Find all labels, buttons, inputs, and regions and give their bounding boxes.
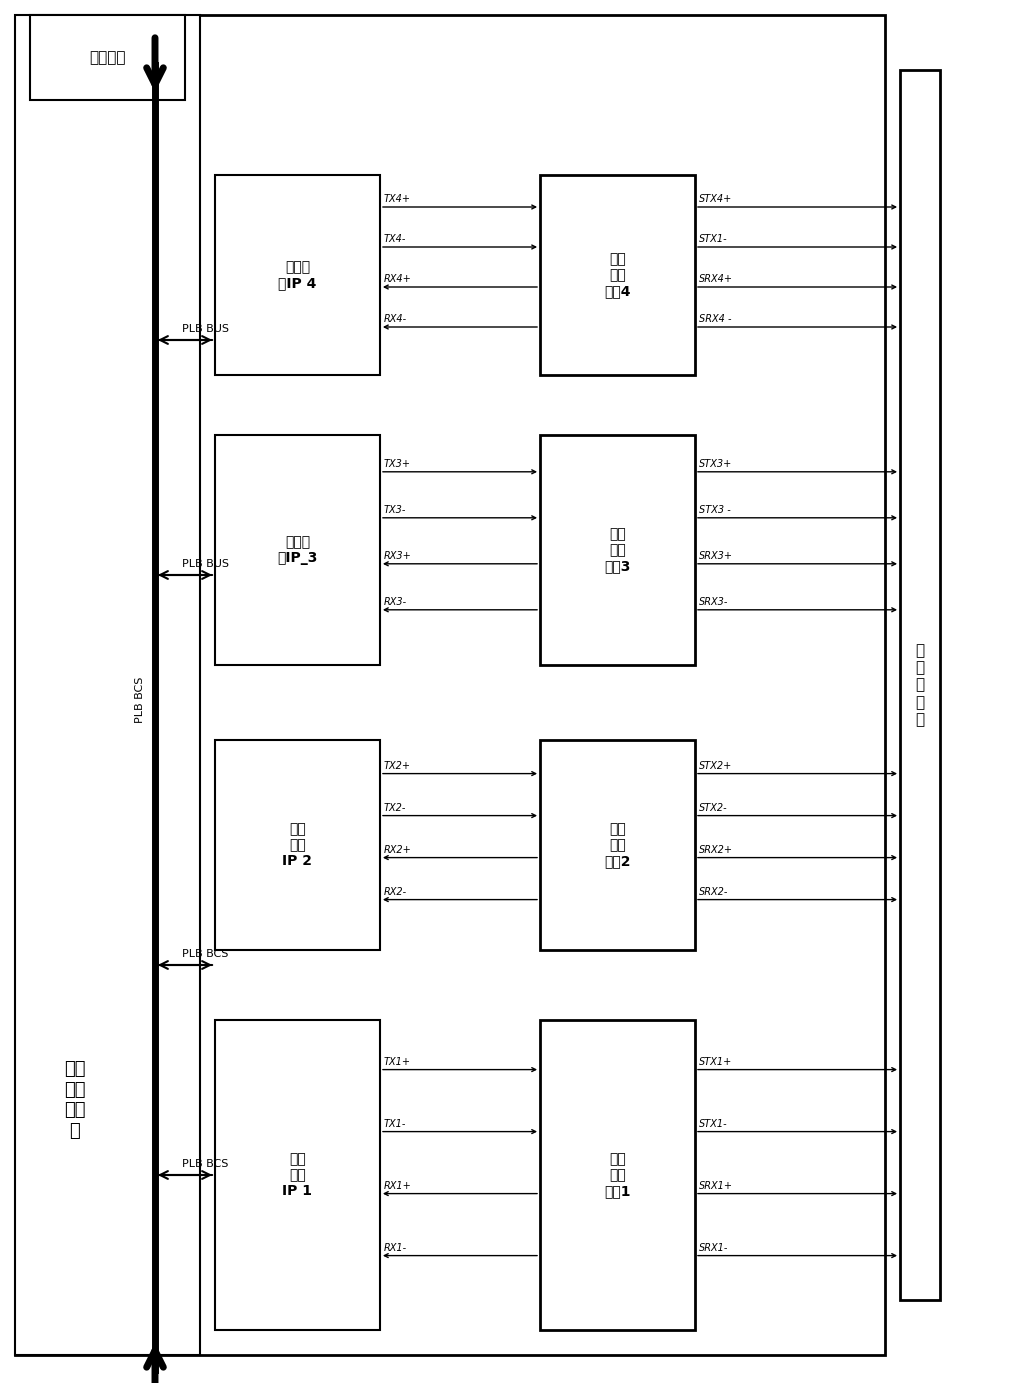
Text: TX4-: TX4- xyxy=(384,234,406,243)
Text: 对
外
连
接
器: 对 外 连 接 器 xyxy=(915,643,924,727)
Text: 总线
驱动
模块2: 总线 驱动 模块2 xyxy=(604,822,631,869)
Text: TX3-: TX3- xyxy=(384,505,406,514)
Bar xyxy=(540,176,695,375)
Text: STX2-: STX2- xyxy=(699,802,728,813)
Text: 总线
控制
IP 2: 总线 控制 IP 2 xyxy=(282,822,312,869)
Text: RX4+: RX4+ xyxy=(384,274,412,284)
Text: TX2+: TX2+ xyxy=(384,761,410,770)
Text: SRX2-: SRX2- xyxy=(699,887,728,896)
Text: STX1-: STX1- xyxy=(699,234,728,243)
Text: 总线
驱动
模块3: 总线 驱动 模块3 xyxy=(604,527,631,573)
Text: STX1-: STX1- xyxy=(699,1119,728,1129)
Text: PLB BCS: PLB BCS xyxy=(182,1159,229,1169)
Text: 总线
控制
IP 1: 总线 控制 IP 1 xyxy=(282,1152,312,1198)
Text: 总线
驱动
模块1: 总线 驱动 模块1 xyxy=(604,1152,631,1198)
Text: STX3 -: STX3 - xyxy=(699,505,731,514)
Text: 总线
驱动
模块4: 总线 驱动 模块4 xyxy=(604,252,631,299)
Text: SRX4+: SRX4+ xyxy=(699,274,733,284)
Text: 总线
逻辑
控制
器: 总线 逻辑 控制 器 xyxy=(64,1059,86,1140)
Text: STX4+: STX4+ xyxy=(699,194,732,205)
Text: SRX3-: SRX3- xyxy=(699,597,728,607)
Bar xyxy=(540,1021,695,1330)
Text: SRX1-: SRX1- xyxy=(699,1242,728,1253)
Text: SRX1+: SRX1+ xyxy=(699,1181,733,1191)
Text: STX2+: STX2+ xyxy=(699,761,732,770)
Text: STX1+: STX1+ xyxy=(699,1057,732,1066)
Text: TX1-: TX1- xyxy=(384,1119,406,1129)
Text: PLB BUS: PLB BUS xyxy=(182,324,229,335)
Bar xyxy=(540,740,695,950)
Text: SRX2+: SRX2+ xyxy=(699,845,733,855)
Bar xyxy=(215,740,381,950)
Text: SRX4 -: SRX4 - xyxy=(699,314,731,324)
Text: RX1+: RX1+ xyxy=(384,1181,412,1191)
Text: RX3-: RX3- xyxy=(384,597,407,607)
Text: STX3+: STX3+ xyxy=(699,459,732,469)
Bar xyxy=(540,436,695,665)
Text: SRX3+: SRX3+ xyxy=(699,550,733,560)
Bar xyxy=(215,176,381,375)
Text: RX2-: RX2- xyxy=(384,887,407,896)
Bar xyxy=(215,1021,381,1330)
Bar xyxy=(30,15,185,100)
Text: TX1+: TX1+ xyxy=(384,1057,410,1066)
Text: 微处理器: 微处理器 xyxy=(89,50,126,65)
Bar xyxy=(16,15,200,1355)
Text: RX1-: RX1- xyxy=(384,1242,407,1253)
Text: PLB BCS: PLB BCS xyxy=(182,949,229,958)
Bar xyxy=(900,71,940,1300)
Text: PLB BCS: PLB BCS xyxy=(135,676,145,723)
Text: 总线控
制IP_3: 总线控 制IP_3 xyxy=(277,535,317,566)
Text: 总线控
制IP 4: 总线控 制IP 4 xyxy=(278,260,316,290)
Text: RX2+: RX2+ xyxy=(384,845,412,855)
Text: RX3+: RX3+ xyxy=(384,550,412,560)
Text: PLB BUS: PLB BUS xyxy=(182,559,229,568)
Text: TX3+: TX3+ xyxy=(384,459,410,469)
Text: TX4+: TX4+ xyxy=(384,194,410,205)
Bar xyxy=(215,436,381,665)
Text: RX4-: RX4- xyxy=(384,314,407,324)
Bar xyxy=(16,15,885,1355)
Text: TX2-: TX2- xyxy=(384,802,406,813)
